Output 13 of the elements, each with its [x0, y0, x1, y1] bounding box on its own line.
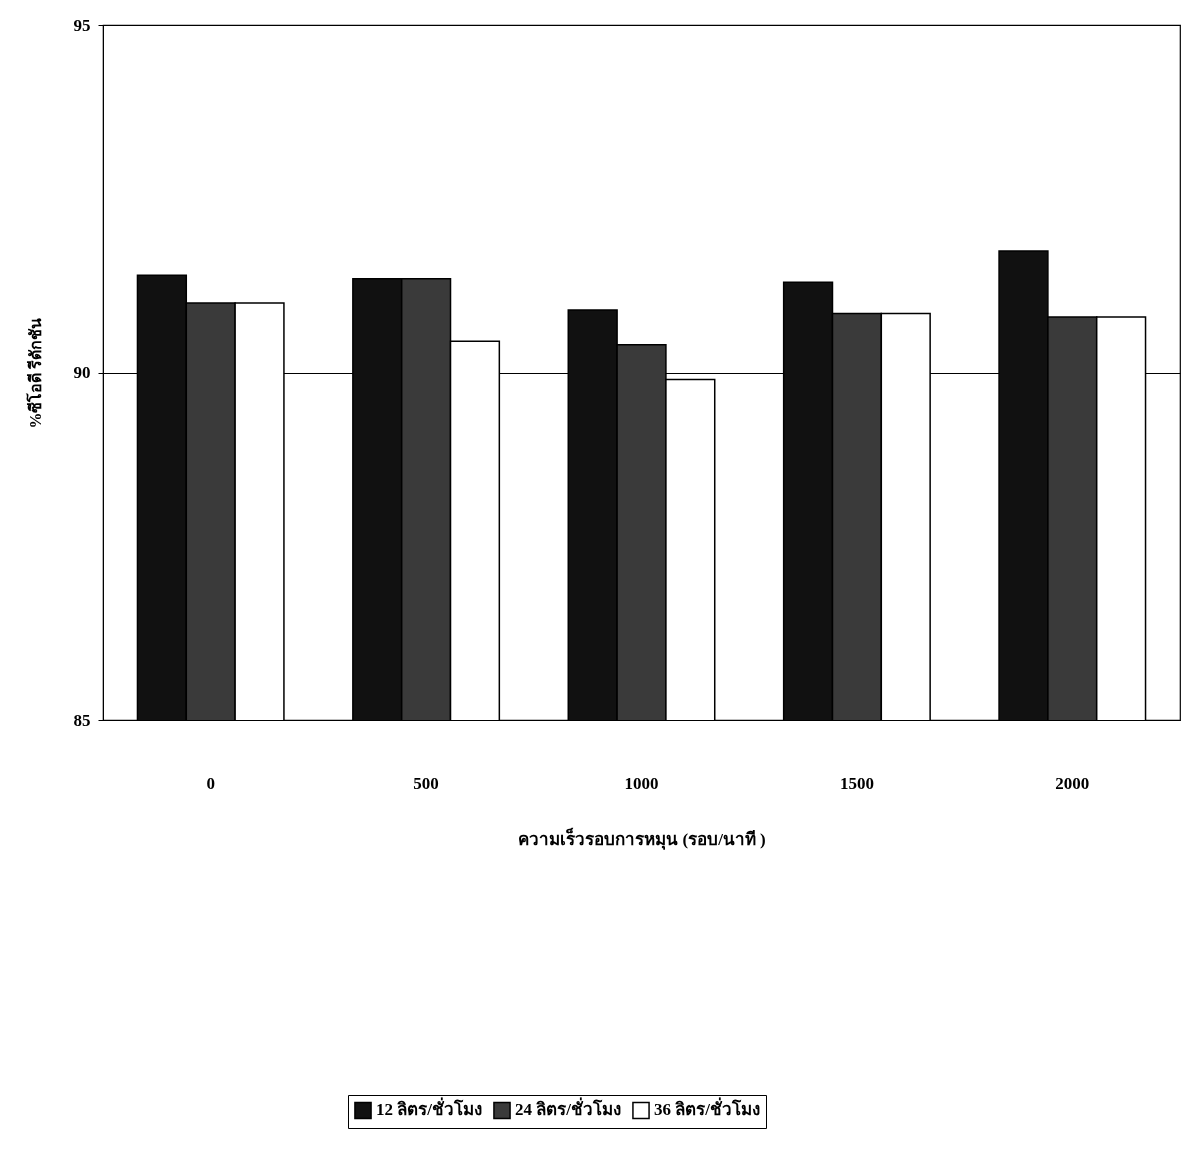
- y-axis-title: %ซีโอดี รีดักชัน: [24, 317, 44, 429]
- x-tick-label: 1000: [624, 773, 659, 793]
- y-tick-label: 90: [73, 363, 91, 382]
- legend-label: 12 ลิตร/ชั่วโมง: [376, 1097, 482, 1120]
- x-tick-label: 2000: [1055, 773, 1090, 793]
- y-tick-label: 95: [73, 15, 91, 35]
- legend-label: 36 ลิตร/ชั่วโมง: [654, 1097, 760, 1120]
- x-axis-title: ความเร็วรอบการหมุน (รอบ/นาที ): [518, 826, 766, 850]
- y-tick-label: 85: [73, 710, 91, 730]
- x-tick-label: 0: [206, 773, 215, 793]
- x-tick-label: 1500: [839, 773, 874, 793]
- legend-label: 24 ลิตร/ชั่วโมง: [515, 1097, 621, 1120]
- x-tick-label: 500: [413, 773, 439, 793]
